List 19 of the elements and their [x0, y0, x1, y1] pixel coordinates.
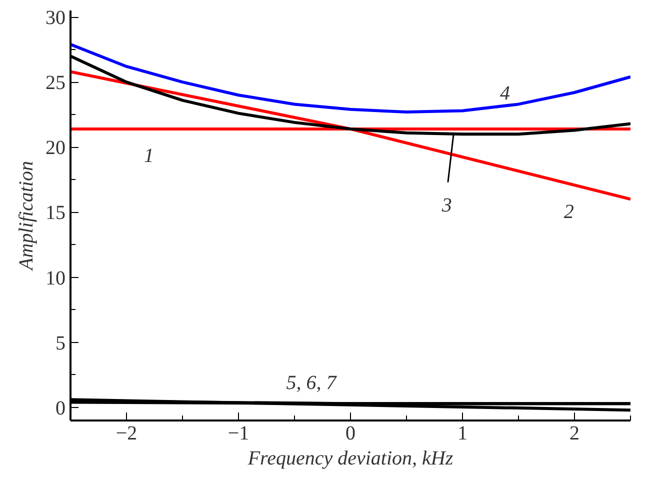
annotation: 2: [564, 200, 574, 223]
y-tick-label: 5: [56, 332, 66, 354]
y-tick-label: 0: [56, 397, 66, 420]
x-tick-label: 1: [458, 422, 468, 444]
y-axis-title: Amplification: [16, 161, 38, 272]
x-tick-label: −2: [116, 422, 138, 444]
y-tick-label: 25: [46, 72, 66, 94]
annotation: 4: [500, 82, 510, 104]
y-tick-label: 30: [46, 7, 66, 30]
y-tick-label: 15: [46, 202, 66, 224]
annotation: 1: [144, 144, 154, 167]
x-tick-label: 2: [570, 422, 580, 444]
x-axis-title: Frequency deviation, kHz: [246, 448, 454, 470]
y-tick-label: 10: [46, 267, 66, 290]
y-tick-label: 20: [46, 137, 66, 160]
x-tick-label: 0: [346, 422, 356, 444]
annotation: 3: [440, 194, 452, 216]
annotation: 5, 6, 7: [286, 372, 338, 394]
x-tick-label: −1: [228, 422, 250, 444]
